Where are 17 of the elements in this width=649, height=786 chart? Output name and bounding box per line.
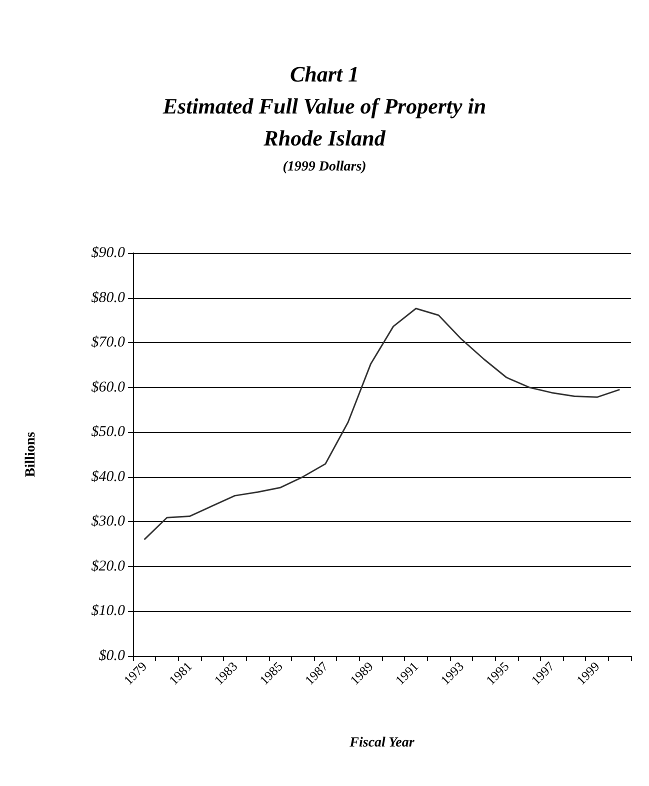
y-tick-label: $10.0: [91, 603, 126, 620]
y-tick-label: $40.0: [91, 468, 126, 485]
y-tick-label: $20.0: [91, 558, 126, 574]
y-axis-title: Billions: [24, 431, 38, 478]
x-tick-label: 1981: [166, 658, 195, 688]
y-tick-label: $30.0: [91, 514, 126, 530]
x-axis-title: Fiscal Year: [348, 736, 415, 750]
line-series: [144, 308, 620, 540]
y-tick-label: $60.0: [91, 379, 126, 396]
y-tick-label: $0.0: [98, 648, 126, 664]
y-tick-label: $80.0: [91, 290, 126, 306]
chart-subtitle: (1999 Dollars): [282, 160, 366, 174]
y-tick-label: $50.0: [91, 424, 126, 440]
chart-title: Chart 1 Estimated Full Value of Property in Rhode Island: [162, 62, 486, 150]
y-tick-label: $70.0: [91, 334, 126, 351]
x-tick-label: 1991: [392, 658, 422, 688]
y-tick-label: $90.0: [91, 245, 126, 261]
